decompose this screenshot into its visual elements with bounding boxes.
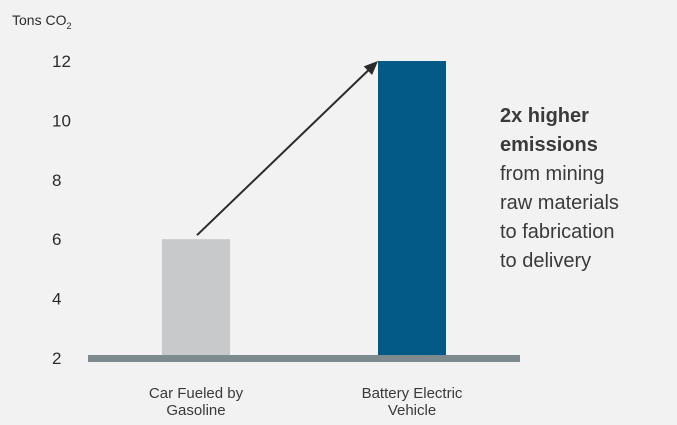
- arrow-shaft: [196, 68, 371, 236]
- y-tick-label: 4: [52, 290, 61, 309]
- annotation-line-2: raw materials: [500, 192, 619, 214]
- bars: [162, 61, 446, 358]
- y-tick-label: 2: [52, 349, 61, 368]
- category-label-electric: Battery Electric Vehicle: [361, 385, 463, 419]
- emissions-annotation: 2x higher emissions from mining raw mate…: [500, 102, 675, 276]
- bar-gasoline: [162, 239, 230, 358]
- annotation-line-4: to delivery: [500, 250, 592, 272]
- trend-arrow: [196, 61, 378, 236]
- y-tick-label: 10: [52, 111, 71, 130]
- arrow-head: [363, 61, 378, 76]
- y-tick-label: 12: [52, 52, 71, 71]
- y-axis-ticks: 2 4 6 8 10 12: [52, 52, 71, 368]
- annotation-line-1: from mining: [500, 163, 605, 185]
- baseline: [88, 355, 520, 362]
- bar-electric: [378, 61, 446, 358]
- category-label-gasoline: Car Fueled by Gasoline: [148, 385, 244, 419]
- annotation-bold-line-2: emissions: [500, 134, 598, 156]
- y-tick-label: 8: [52, 171, 61, 190]
- y-axis-unit-label: Tons CO2: [12, 12, 72, 31]
- y-tick-label: 6: [52, 230, 61, 249]
- annotation-bold-line-1: 2x higher: [500, 105, 589, 127]
- annotation-line-3: to fabrication: [500, 221, 615, 243]
